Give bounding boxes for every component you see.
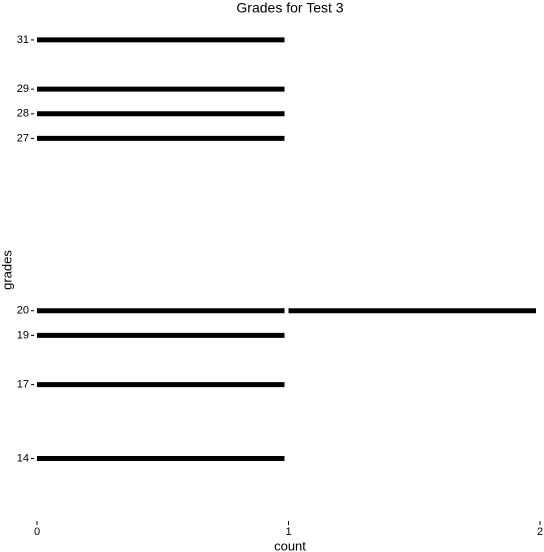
chart-title: Grades for Test 3 <box>236 0 343 16</box>
y-tick-label: 28 <box>17 108 29 120</box>
y-tick-label: 20 <box>17 305 29 317</box>
y-tick-label: 17 <box>17 379 29 391</box>
y-axis-label: grades <box>0 250 14 290</box>
y-tick-label: 31 <box>17 34 29 46</box>
y-tick-label: 14 <box>17 452 29 464</box>
y-tick-label: 27 <box>17 132 29 144</box>
x-tick-label: 1 <box>285 526 291 538</box>
x-axis-label: count <box>274 538 306 552</box>
x-tick-label: 0 <box>34 526 40 538</box>
y-tick-label: 29 <box>17 83 29 95</box>
x-tick-label: 2 <box>537 526 543 538</box>
y-tick-label: 19 <box>17 329 29 341</box>
